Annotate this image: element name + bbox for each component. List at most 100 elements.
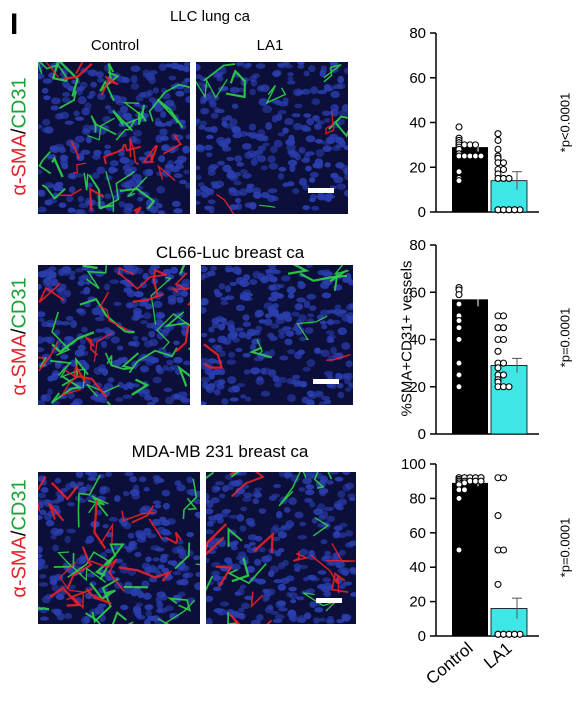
nucleus: [162, 502, 170, 510]
y-tick-label: 60: [409, 70, 426, 87]
sma-vessel: [89, 558, 125, 592]
nucleus: [285, 520, 295, 529]
nucleus: [246, 150, 257, 158]
nucleus: [156, 601, 164, 610]
nucleus: [73, 110, 80, 117]
micrograph-llc-la1: [196, 62, 348, 214]
nucleus: [305, 165, 312, 172]
nucleus: [309, 305, 317, 312]
nucleus: [343, 372, 351, 379]
nucleus: [260, 367, 267, 375]
nucleus: [116, 345, 124, 351]
nucleus: [177, 391, 188, 399]
nucleus: [214, 71, 224, 78]
cd31-vessel: [177, 364, 190, 387]
nucleus: [159, 135, 169, 141]
nucleus: [299, 548, 309, 556]
nucleus: [227, 482, 234, 491]
sma-vessel: [99, 291, 130, 332]
nucleus: [193, 498, 200, 505]
nucleus: [336, 382, 344, 389]
nucleus: [144, 303, 153, 310]
nucleus: [50, 97, 61, 105]
nucleus: [152, 557, 160, 562]
nucleus: [330, 104, 339, 112]
nucleus: [206, 617, 213, 624]
nucleus: [212, 368, 222, 376]
cd31-vessel: [51, 311, 71, 356]
nucleus: [260, 390, 271, 397]
nucleus: [159, 128, 168, 136]
nucleus: [214, 180, 225, 188]
nucleus: [204, 126, 215, 132]
nucleus: [307, 65, 316, 73]
nucleus: [249, 75, 257, 83]
nucleus: [345, 360, 353, 368]
nucleus: [231, 103, 239, 109]
nucleus: [217, 160, 225, 166]
nucleus: [278, 166, 287, 172]
nucleus: [262, 105, 273, 114]
nucleus: [115, 100, 125, 106]
nucleus: [314, 139, 323, 144]
cd31-vessel: [50, 359, 72, 376]
nucleus: [288, 586, 297, 592]
nucleus: [245, 333, 252, 340]
nucleus: [211, 485, 220, 493]
nucleus: [222, 337, 232, 345]
nucleus: [150, 545, 161, 551]
y-tick-label: 80: [409, 490, 426, 507]
cd31-vessel: [86, 383, 120, 397]
cd31-vessel: [225, 69, 246, 99]
nucleus: [268, 284, 277, 291]
nucleus: [108, 517, 119, 522]
nucleus: [132, 484, 139, 493]
nucleus: [231, 126, 241, 134]
nucleus: [337, 327, 348, 336]
nucleus: [181, 278, 190, 287]
sma-vessel: [203, 343, 224, 369]
nucleus: [311, 98, 321, 106]
nucleus: [104, 193, 112, 200]
sma-vessel: [229, 614, 273, 624]
nucleus: [214, 481, 225, 486]
nucleus: [219, 601, 230, 607]
nucleus: [141, 91, 152, 99]
nucleus: [75, 268, 84, 273]
nucleus: [176, 296, 184, 304]
bar-chart-2: 0 20 40 60 80: [409, 237, 539, 443]
data-point: [455, 383, 463, 391]
nucleus: [244, 202, 254, 208]
nucleus: [292, 188, 300, 194]
nucleus: [226, 156, 235, 162]
nucleus: [77, 195, 84, 203]
nucleus: [220, 142, 229, 149]
nucleus: [287, 159, 298, 167]
nucleus: [250, 158, 258, 166]
nucleus: [246, 565, 255, 573]
nucleus: [277, 328, 288, 335]
nucleus: [318, 617, 327, 622]
nucleus: [173, 173, 183, 179]
nucleus: [342, 617, 351, 622]
sma-vessel: [66, 588, 93, 610]
nucleus: [293, 563, 302, 569]
nucleus: [286, 592, 293, 597]
sma-vessel: [124, 143, 142, 152]
micrograph-mda-control: [38, 472, 200, 624]
nucleus: [341, 342, 351, 350]
nucleus: [305, 484, 315, 490]
nucleus: [324, 399, 332, 405]
nucleus: [221, 116, 228, 123]
nucleus: [267, 305, 276, 314]
nucleus: [254, 487, 263, 492]
nucleus: [344, 172, 348, 181]
bar-chart-1: 0 20 40 60 80: [409, 25, 539, 221]
cd31-vessel: [119, 187, 156, 210]
nucleus: [241, 143, 252, 150]
nucleus: [242, 314, 250, 321]
nucleus: [88, 90, 96, 97]
nucleus: [284, 117, 294, 126]
nucleus: [309, 501, 316, 508]
nucleus: [324, 550, 331, 556]
